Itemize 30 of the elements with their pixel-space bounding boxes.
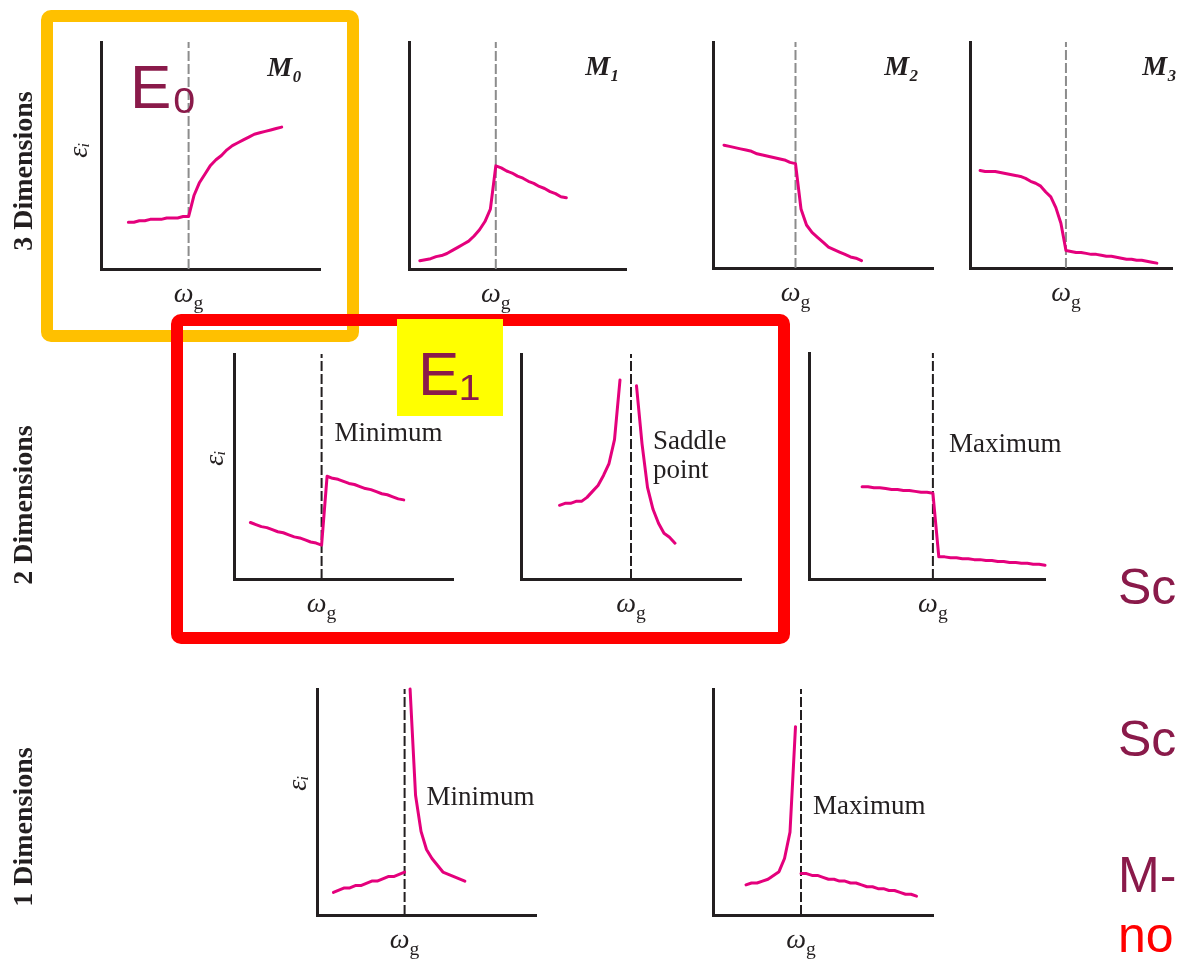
text: 3 Dimensions bbox=[7, 91, 39, 251]
text: Sc bbox=[1118, 710, 1177, 768]
text: ω$_{g}$ bbox=[786, 923, 816, 960]
text: ω$_{g}$ bbox=[306, 587, 337, 624]
y-axis-title: εᵢ bbox=[198, 450, 230, 466]
text: ω$_{g}$ bbox=[389, 923, 420, 960]
chart-title: M₃ bbox=[1142, 50, 1177, 82]
text: ω$_{g}$ bbox=[780, 276, 811, 313]
text: E₁ bbox=[418, 338, 481, 409]
text: M- bbox=[1118, 846, 1177, 904]
text: ω$_{g}$ bbox=[616, 587, 646, 624]
text: E₀ bbox=[130, 51, 198, 122]
y-axis-title: εᵢ bbox=[281, 775, 313, 791]
annotation: Minimum bbox=[426, 781, 535, 812]
text: 1 Dimensions bbox=[7, 747, 39, 907]
text: 2 Dimensions bbox=[7, 425, 39, 585]
text: Minimum bbox=[334, 417, 443, 448]
text: ω$_{g}$ bbox=[1051, 276, 1081, 313]
text: ω$_{g}$ bbox=[918, 587, 948, 624]
chart-title: M₂ bbox=[884, 50, 919, 82]
text: no bbox=[1118, 906, 1174, 960]
text: Sc bbox=[1118, 558, 1177, 616]
chart-title: M₀ bbox=[267, 51, 302, 83]
text: Maximum bbox=[948, 428, 1062, 459]
text: ω$_{g}$ bbox=[481, 277, 511, 314]
y-axis-title: εᵢ bbox=[62, 142, 94, 158]
text: ω$_{g}$ bbox=[173, 277, 204, 314]
chart-title: M₁ bbox=[585, 50, 620, 82]
annotation: Saddle point bbox=[653, 424, 728, 485]
annotation: Maximum bbox=[813, 790, 926, 821]
